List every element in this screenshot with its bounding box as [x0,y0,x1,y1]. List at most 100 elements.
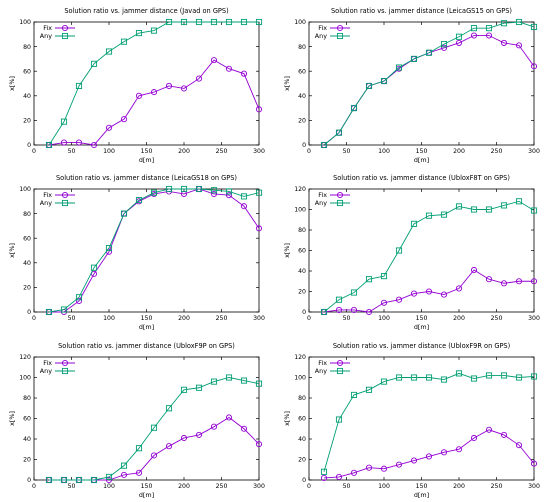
legend-marker [336,32,344,40]
x-axis-label: d[m] [414,491,429,499]
y-tick-label: 40 [23,260,31,267]
data-point [500,372,508,379]
y-tick-label: 120 [294,354,306,361]
y-axis-label: x[%] [283,76,291,91]
data-point [165,18,173,26]
data-point [225,414,233,421]
y-tick-label: 20 [298,457,306,464]
series-line [323,21,535,146]
data-point [60,118,68,125]
chart-svg: Solution ratio vs. jammer distance (Leic… [283,7,540,164]
data-point [410,55,418,62]
x-tick-label: 300 [253,483,265,490]
x-tick-label: 0 [307,483,311,490]
data-point [225,188,233,195]
data-point [380,77,388,85]
data-point [395,374,403,381]
data-point [455,33,463,40]
x-tick-label: 200 [453,148,465,155]
series-any [45,185,263,316]
data-point [335,129,343,136]
data-point [75,139,83,146]
legend-marker [61,191,69,199]
x-tick-label: 100 [378,483,390,490]
x-tick-label: 300 [253,315,265,322]
data-point [470,434,478,442]
data-point [425,374,433,381]
data-point [150,27,158,34]
data-point [530,373,538,380]
data-point [485,25,493,32]
data-point [530,23,538,30]
chart-svg: Solution ratio vs. jammer distance (Ublo… [8,342,265,499]
chart-svg: Solution ratio vs. jammer distance (Java… [8,7,265,164]
data-point [455,285,463,292]
y-tick-label: 0 [27,309,31,316]
data-point [120,116,128,123]
y-tick-label: 40 [298,436,306,443]
x-tick-label: 150 [416,148,428,155]
chart-panel: Solution ratio vs. jammer distance (Leic… [275,0,550,167]
data-point [440,44,448,51]
data-point [105,48,113,55]
y-axis-label: x[%] [8,76,16,91]
data-point [410,374,418,381]
data-point [105,476,113,484]
series-any [320,18,538,149]
data-point [380,299,388,306]
chart-title: Solution ratio vs. jammer distance (Leic… [331,7,512,15]
x-tick-label: 300 [528,315,540,322]
data-point [350,289,358,296]
x-tick-label: 250 [216,148,228,155]
data-point [515,18,523,26]
x-tick-label: 200 [178,148,190,155]
data-point [75,297,83,304]
x-tick-label: 150 [141,148,153,155]
data-point [530,63,538,70]
y-tick-label: 40 [298,93,306,100]
data-point [380,465,388,472]
legend-marker [336,359,344,367]
data-point [440,449,448,456]
data-point [350,105,358,112]
chart-title: Solution ratio vs. jammer distance (Ublo… [333,342,510,350]
data-point [150,424,158,431]
data-point [320,141,328,149]
series-any [320,370,538,475]
y-tick-label: 100 [294,207,306,214]
data-point [365,386,373,393]
data-point [210,378,218,385]
x-tick-label: 200 [178,315,190,322]
data-point [515,442,523,449]
data-point [210,423,218,430]
data-point [60,476,68,484]
data-point [515,198,523,205]
chart-panel: Solution ratio vs. jammer distance (Ublo… [275,167,550,334]
data-point [485,372,493,379]
series-line [323,35,535,146]
x-tick-label: 50 [343,148,351,155]
data-point [255,441,263,448]
x-axis-label: d[m] [139,323,154,331]
data-point [225,65,233,72]
data-point [195,431,203,438]
legend-marker [61,359,69,367]
data-point [515,278,523,285]
data-point [500,431,508,438]
y-tick-label: 100 [19,19,31,26]
y-tick-label: 20 [298,289,306,296]
data-point [425,49,433,56]
data-point [90,60,98,67]
data-point [225,374,233,381]
plot-frame [308,188,535,313]
data-point [180,18,188,26]
chart-svg: Solution ratio vs. jammer distance (Leic… [8,174,265,331]
x-axis-label: d[m] [414,156,429,164]
legend-label: Any [315,199,327,207]
legend-label: Fix [318,191,327,199]
data-point [485,32,493,39]
data-point [320,308,328,316]
